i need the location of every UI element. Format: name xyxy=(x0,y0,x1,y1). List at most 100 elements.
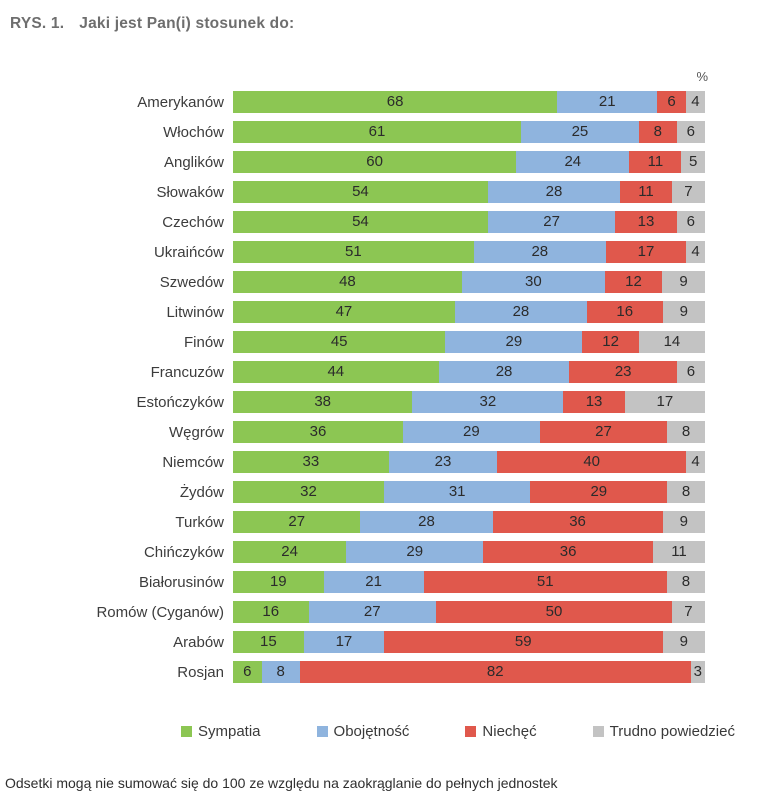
category-label: Białorusinów xyxy=(138,573,224,591)
segment-trudno_powiedziec: 9 xyxy=(662,631,705,653)
bar-track: 6 8 82 3 xyxy=(233,661,705,683)
segment-trudno_powiedziec: 8 xyxy=(666,571,705,593)
legend-swatch-sympatia xyxy=(181,726,192,737)
segment-trudno_powiedziec: 9 xyxy=(662,301,705,323)
segment-niechec: 29 xyxy=(530,481,668,503)
chart-legend: Sympatia Obojętność Niechęć Trudno powiedzi… xyxy=(0,723,776,740)
segment-obojetnosc: 21 xyxy=(323,571,424,593)
segment-value-label: 8 xyxy=(681,423,691,440)
segment-value-label: 48 xyxy=(339,273,356,290)
segment-value-label: 45 xyxy=(330,333,348,350)
segment-value-label: 30 xyxy=(525,273,542,290)
segment-niechec: 12 xyxy=(604,271,663,293)
segment-value-label: 38 xyxy=(314,393,332,410)
legend-swatch-trudno_powiedziec xyxy=(592,726,604,737)
category-label: Niemców xyxy=(162,453,224,471)
segment-value-label: 6 xyxy=(243,663,252,680)
segment-value-label: 28 xyxy=(512,303,530,320)
segment-obojetnosc: 30 xyxy=(461,271,605,293)
segment-value-label: 29 xyxy=(463,423,480,440)
legend-item-niechec: Niechęć xyxy=(465,723,537,740)
segment-sympatia: 15 xyxy=(233,631,304,653)
segment-obojetnosc: 24 xyxy=(516,151,630,173)
bar-row: Ukraińców 51 28 17 4 xyxy=(0,241,705,263)
bar-track: 60 24 11 5 xyxy=(233,151,705,173)
unit-label: % xyxy=(696,69,708,84)
segment-value-label: 32 xyxy=(479,393,497,410)
segment-niechec: 13 xyxy=(563,391,625,413)
segment-value-label: 9 xyxy=(679,513,688,530)
segment-value-label: 6 xyxy=(686,123,695,140)
segment-value-label: 51 xyxy=(536,573,554,590)
segment-trudno_powiedziec: 8 xyxy=(667,421,705,443)
legend-label: Obojętność xyxy=(333,723,410,740)
segment-value-label: 27 xyxy=(543,213,560,230)
category-label: Węgrów xyxy=(168,423,224,441)
segment-obojetnosc: 23 xyxy=(388,451,498,473)
segment-value-label: 28 xyxy=(531,243,549,260)
segment-value-label: 7 xyxy=(684,183,693,200)
segment-value-label: 27 xyxy=(363,603,381,620)
segment-trudno_powiedziec: 7 xyxy=(671,601,705,623)
segment-value-label: 8 xyxy=(276,663,285,680)
segment-value-label: 29 xyxy=(505,333,523,350)
category-label: Szwedów xyxy=(159,273,224,291)
segment-sympatia: 51 xyxy=(233,241,474,263)
segment-value-label: 7 xyxy=(684,603,693,620)
segment-value-label: 9 xyxy=(679,273,688,290)
segment-trudno_powiedziec: 6 xyxy=(676,121,705,143)
category-label: Finów xyxy=(183,333,224,351)
segment-value-label: 28 xyxy=(418,513,435,530)
bar-track: 24 29 36 11 xyxy=(233,541,705,563)
segment-sympatia: 6 xyxy=(233,661,262,683)
segment-sympatia: 61 xyxy=(233,121,521,143)
segment-obojetnosc: 28 xyxy=(360,511,493,533)
bar-track: 19 21 51 8 xyxy=(233,571,705,593)
segment-niechec: 6 xyxy=(657,91,686,113)
segment-sympatia: 16 xyxy=(233,601,309,623)
segment-trudno_powiedziec: 4 xyxy=(686,451,705,473)
category-label: Włochów xyxy=(163,123,224,141)
segment-niechec: 11 xyxy=(629,151,682,173)
segment-niechec: 8 xyxy=(638,121,677,143)
segment-value-label: 17 xyxy=(637,243,655,260)
legend-item-sympatia: Sympatia xyxy=(181,723,261,740)
segment-value-label: 54 xyxy=(352,213,369,230)
segment-value-label: 36 xyxy=(309,423,327,440)
segment-sympatia: 27 xyxy=(233,511,361,533)
segment-value-label: 27 xyxy=(595,423,612,440)
segment-sympatia: 68 xyxy=(233,91,558,113)
category-label: Anglików xyxy=(163,153,224,171)
segment-sympatia: 45 xyxy=(233,331,446,353)
segment-trudno_powiedziec: 11 xyxy=(653,541,705,563)
segment-sympatia: 54 xyxy=(233,211,488,233)
bar-row: Żydów 32 31 29 8 xyxy=(0,481,705,503)
segment-value-label: 68 xyxy=(386,93,404,110)
segment-trudno_powiedziec: 9 xyxy=(662,271,705,293)
segment-value-label: 44 xyxy=(327,363,345,380)
legend-label: Trudno powiedzieć xyxy=(609,723,735,740)
stacked-bar-chart: Amerykanów 68 21 6 4 Włochów 61 25 8 6 Anglików 60 2… xyxy=(0,91,776,683)
segment-value-label: 19 xyxy=(269,573,287,590)
segment-sympatia: 38 xyxy=(233,391,413,413)
segment-sympatia: 24 xyxy=(233,541,347,563)
segment-value-label: 8 xyxy=(681,483,691,500)
bar-track: 47 28 16 9 xyxy=(233,301,705,323)
segment-obojetnosc: 28 xyxy=(487,181,621,203)
bar-row: Białorusinów 19 21 51 8 xyxy=(0,571,705,593)
segment-obojetnosc: 29 xyxy=(346,541,484,563)
segment-value-label: 82 xyxy=(486,663,504,680)
segment-trudno_powiedziec: 5 xyxy=(681,151,705,173)
segment-niechec: 12 xyxy=(582,331,639,353)
segment-niechec: 16 xyxy=(586,301,663,323)
bar-track: 48 30 12 9 xyxy=(233,271,705,293)
segment-trudno_powiedziec: 17 xyxy=(624,391,705,413)
figure-number: RYS. 1. xyxy=(10,15,65,32)
bar-row: Amerykanów 68 21 6 4 xyxy=(0,91,705,113)
footnote: Odsetki mogą nie sumować się do 100 ze w… xyxy=(5,775,558,791)
segment-value-label: 17 xyxy=(656,393,674,410)
segment-value-label: 29 xyxy=(406,543,424,560)
segment-value-label: 24 xyxy=(281,543,298,560)
segment-sympatia: 19 xyxy=(233,571,324,593)
bar-track: 54 28 11 7 xyxy=(233,181,705,203)
